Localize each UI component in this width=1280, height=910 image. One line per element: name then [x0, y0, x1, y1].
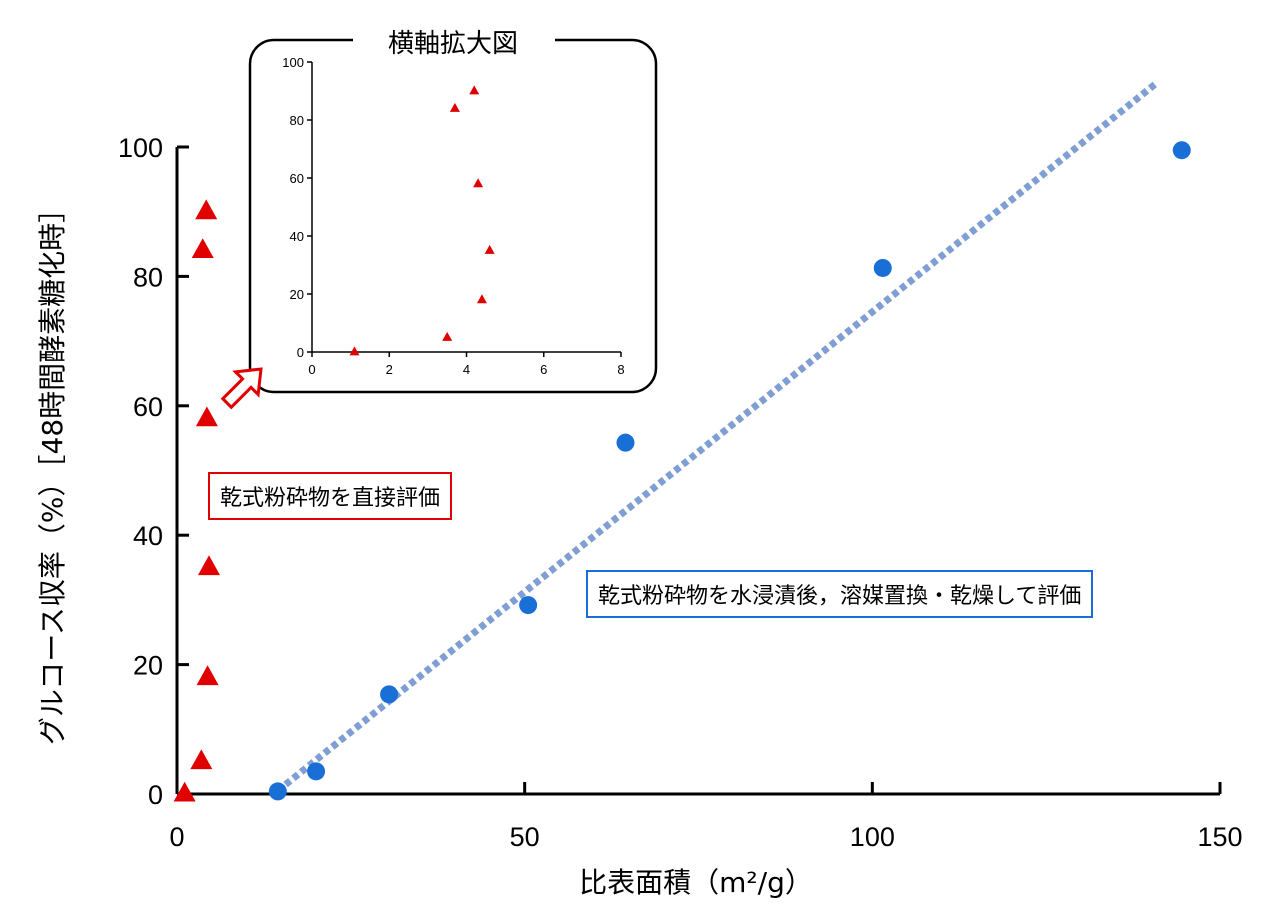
wet-point	[307, 762, 326, 781]
y-tick-label: 0	[148, 780, 163, 810]
inset-dry-point	[349, 346, 360, 356]
y-tick-label: 20	[133, 651, 163, 681]
inset-title: 横軸拡大図	[388, 29, 518, 59]
inset-panel: 横軸拡大図 0 20 40 60 80 100 0 2 4 6 8	[248, 24, 658, 394]
inset-dry-point	[469, 85, 480, 95]
x-tick-label: 50	[510, 822, 540, 852]
inset-x-tick-label: 6	[540, 362, 547, 377]
inset-dry-point	[473, 178, 484, 188]
trend-layer	[275, 79, 1160, 794]
wet-point	[380, 685, 399, 704]
dry-point	[190, 749, 213, 770]
inset-title-backdrop	[353, 24, 555, 58]
inset-y-tick-label: 40	[290, 229, 304, 244]
x-tick-label: 150	[1197, 822, 1242, 852]
wet-series-label: 乾式粉砕物を水浸漬後，溶媒置換・乾燥して評価	[586, 570, 1094, 618]
inset-y-tick-label: 80	[290, 113, 304, 128]
wet-point	[1172, 141, 1191, 160]
y-tick-label: 100	[118, 133, 163, 163]
inset-dry-point	[449, 102, 460, 112]
dry-point	[197, 555, 220, 576]
inset-y-tick-label: 20	[290, 287, 304, 302]
dry-point	[195, 199, 218, 220]
inset-frame	[248, 38, 658, 394]
wet-point	[616, 433, 635, 452]
inset-axes: 0 20 40 60 80 100 0 2 4 6 8	[282, 55, 624, 377]
x-tick-label: 100	[850, 822, 895, 852]
trendline	[275, 79, 1160, 794]
dry-point	[173, 781, 196, 802]
inset-x-tick-label: 0	[308, 362, 315, 377]
wet-point	[519, 596, 538, 615]
y-tick-label: 80	[133, 262, 163, 292]
inset-y-tick-label: 0	[297, 345, 304, 360]
inset-y-tick-label: 60	[290, 171, 304, 186]
inset-x-tick-label: 4	[463, 362, 470, 377]
y-tick-label: 60	[133, 392, 163, 422]
y-tick-label: 40	[133, 521, 163, 551]
inset-x-tick-label: 8	[617, 362, 624, 377]
dry-point	[195, 406, 218, 427]
inset-x-tick-label: 2	[386, 362, 393, 377]
inset-dry-point	[442, 331, 453, 341]
points-layer	[173, 141, 1191, 802]
dry-point	[196, 665, 219, 686]
callout-arrow-icon	[220, 367, 263, 410]
x-axis-title: 比表面積（m²/g）	[579, 866, 813, 899]
wet-point	[268, 782, 287, 801]
inset-points	[349, 85, 495, 356]
dry-point	[191, 238, 214, 259]
wet-point	[873, 258, 892, 277]
dry-series-label: 乾式粉砕物を直接評価	[208, 472, 453, 520]
y-axis-title: グルコース収率（%）［48時間酵素糖化時］	[36, 195, 69, 745]
inset-dry-point	[476, 294, 487, 304]
inset-y-tick-label: 100	[282, 55, 304, 70]
x-tick-label: 0	[169, 822, 184, 852]
inset-dry-point	[484, 244, 495, 254]
